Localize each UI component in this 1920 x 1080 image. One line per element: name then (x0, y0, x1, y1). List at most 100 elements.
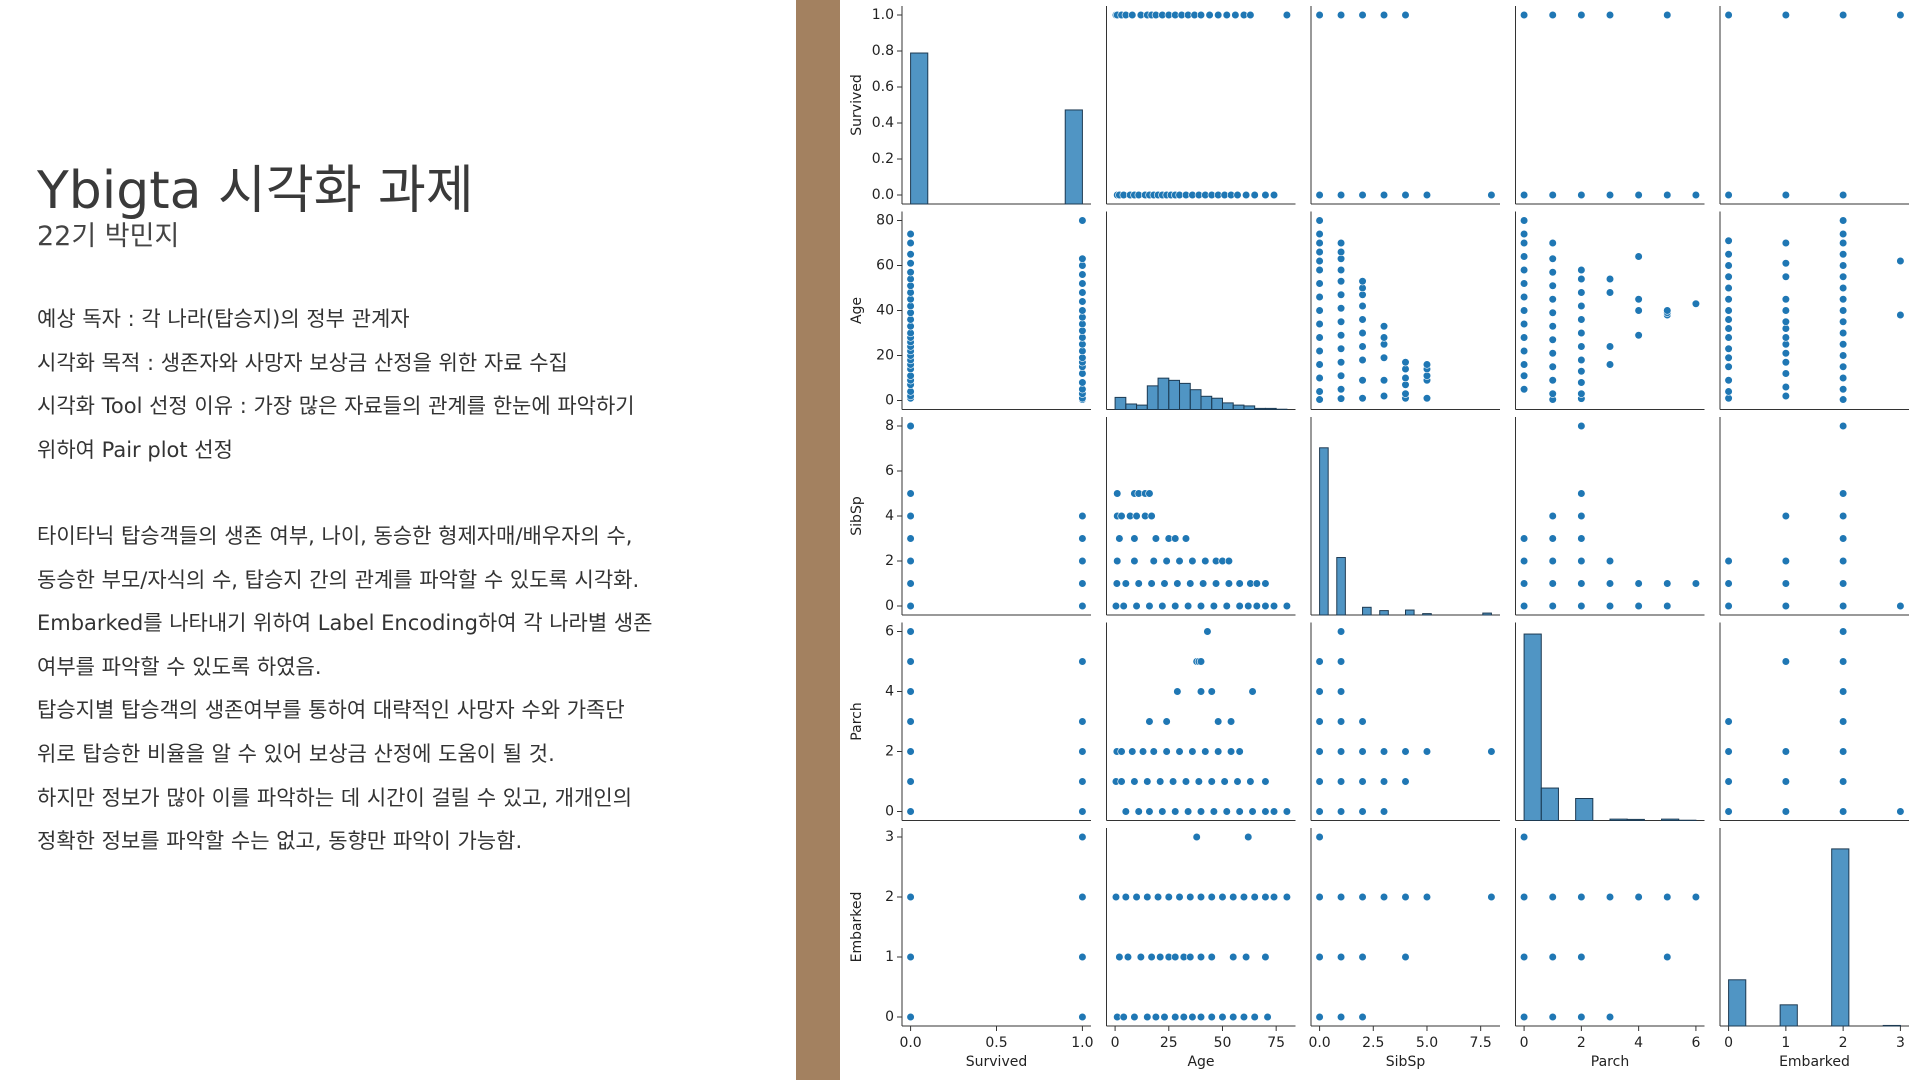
x-tick-label: 6 (1691, 1035, 1700, 1051)
scatter-point (1171, 534, 1180, 543)
scatter-point (1336, 657, 1346, 666)
scatter-point (1358, 10, 1367, 20)
scatter-point (1724, 362, 1733, 371)
scatter-point (1078, 777, 1087, 786)
scatter-point (1781, 777, 1790, 786)
scatter-point (1724, 324, 1733, 333)
scatter-point (1379, 353, 1389, 362)
scatter-point (1315, 832, 1324, 842)
scatter-point (1548, 238, 1557, 248)
text-line: 타이타닉 탑승객들의 생존 여부, 나이, 동승한 형제자매/배우자의 수, (37, 524, 633, 548)
histogram-bar (1211, 397, 1223, 411)
scatter-point (1379, 333, 1389, 342)
scatter-point (1315, 190, 1324, 200)
x-axis-label: Age (1187, 1054, 1214, 1070)
scatter-point (1209, 601, 1218, 611)
scatter-point (1724, 283, 1733, 293)
x-axis-label: Parch (1591, 1054, 1629, 1070)
scatter-point (1519, 371, 1529, 380)
scatter-point (1171, 1012, 1180, 1022)
y-tick-label: 80 (876, 213, 894, 229)
scatter-point (1336, 344, 1346, 353)
scatter-point (1577, 288, 1586, 297)
histogram-bar (1523, 633, 1542, 821)
scatter-point (1113, 556, 1122, 566)
scatter-point (1724, 747, 1733, 756)
scatter-point (1175, 892, 1184, 902)
scatter-point (1136, 952, 1145, 962)
scatter-point (1132, 511, 1141, 521)
scatter-point (1196, 601, 1206, 611)
scatter-point (1336, 394, 1346, 403)
scatter-point (1577, 342, 1586, 351)
scatter-point (1128, 10, 1137, 20)
scatter-point (1188, 747, 1197, 756)
scatter-point (1379, 892, 1389, 902)
scatter-point (906, 229, 915, 239)
scatter-point (1839, 373, 1848, 383)
scatter-point (1577, 952, 1586, 962)
scatter-point (1724, 777, 1733, 786)
scatter-point (906, 892, 915, 902)
y-tick-label: 0.2 (872, 151, 894, 167)
scatter-point (1839, 272, 1848, 281)
scatter-point (1548, 534, 1557, 543)
scatter-point (1315, 687, 1324, 696)
scatter-point (1239, 1012, 1249, 1022)
scatter-point (906, 489, 915, 498)
scatter-point (1261, 892, 1270, 902)
histogram-bar (1064, 109, 1083, 205)
scatter-point (1145, 601, 1154, 611)
histogram-bar (1114, 396, 1127, 410)
scatter-point (1358, 301, 1367, 311)
scatter-point (1196, 1012, 1206, 1022)
scatter-point (1207, 892, 1216, 902)
scatter-point (1401, 892, 1410, 902)
scatter-point (1358, 717, 1367, 726)
scatter-point (1112, 579, 1121, 588)
x-tick-label: 0 (1724, 1035, 1733, 1051)
scatter-point (1171, 952, 1180, 962)
scatter-point (1078, 254, 1087, 263)
scatter-point (1663, 190, 1672, 200)
scatter-point (1358, 190, 1367, 200)
scatter-point (1781, 272, 1790, 281)
x-tick-label: 0.5 (985, 1035, 1007, 1051)
scatter-point (1336, 385, 1346, 394)
scatter-point (1839, 238, 1848, 248)
scatter-point (1220, 777, 1229, 786)
scatter-point (1315, 229, 1324, 239)
scatter-point (1519, 319, 1529, 329)
scatter-point (1130, 534, 1139, 543)
histogram-bar (1728, 979, 1747, 1027)
scatter-point (1577, 355, 1586, 365)
scatter-point (1487, 892, 1496, 902)
scatter-point (1153, 892, 1163, 902)
x-tick-label: 7.5 (1470, 1035, 1492, 1051)
scatter-point (1519, 534, 1529, 543)
scatter-point (1134, 807, 1143, 816)
scatter-point (1634, 579, 1643, 588)
scatter-point (1315, 387, 1324, 396)
scatter-point (1839, 717, 1848, 726)
scatter-point (1132, 601, 1141, 611)
scatter-point (1519, 346, 1529, 356)
x-tick-label: 25 (1160, 1035, 1178, 1051)
scatter-point (1186, 579, 1195, 588)
histogram-bar (1779, 1004, 1798, 1027)
scatter-point (1078, 378, 1087, 387)
scatter-point (1336, 331, 1346, 340)
scatter-point (1577, 367, 1586, 376)
y-tick-label: 60 (876, 258, 894, 274)
scatter-point (1577, 892, 1586, 902)
scatter-point (1164, 892, 1173, 902)
scatter-point (1138, 747, 1148, 756)
scatter-point (1781, 556, 1790, 566)
scatter-point (1691, 892, 1701, 902)
scatter-point (1663, 579, 1672, 588)
scatter-point (1519, 216, 1529, 225)
scatter-point (1336, 777, 1346, 786)
scatter-point (1605, 10, 1615, 20)
scatter-point (1130, 777, 1139, 786)
scatter-point (1548, 511, 1557, 521)
